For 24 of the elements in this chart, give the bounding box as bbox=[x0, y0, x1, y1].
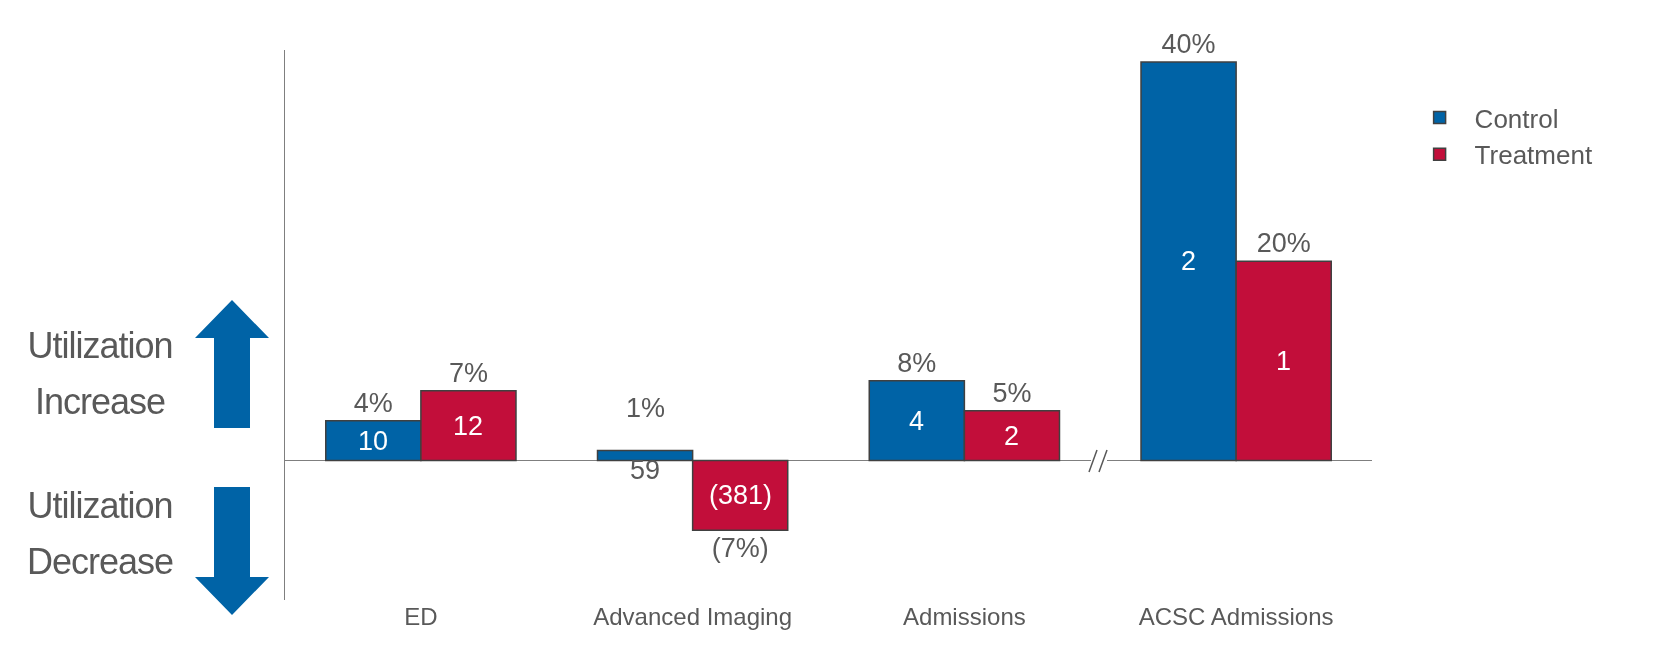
data-label: 5% bbox=[992, 377, 1032, 408]
data-label: 1% bbox=[626, 393, 666, 423]
annotation: 12 bbox=[453, 411, 484, 441]
annotation: 2 bbox=[1004, 421, 1020, 451]
data-label: 20% bbox=[1256, 228, 1311, 259]
x-tick-label: ACSC Admissions bbox=[1138, 603, 1334, 630]
annotation: 1 bbox=[1276, 346, 1292, 376]
annotation: 2 bbox=[1181, 246, 1197, 276]
legend-label: Treatment bbox=[1474, 140, 1593, 171]
annotation: (381) bbox=[709, 480, 773, 510]
x-tick-label: Advanced Imaging bbox=[593, 603, 793, 630]
annotation: 59 bbox=[630, 455, 661, 485]
legend-label: Control bbox=[1474, 103, 1559, 134]
data-label: 40% bbox=[1161, 28, 1216, 59]
data-label: (7%) bbox=[711, 533, 769, 564]
x-tick-label: Admissions bbox=[903, 603, 1026, 630]
annotation: 10 bbox=[358, 426, 389, 456]
data-label: 7% bbox=[448, 357, 488, 388]
text: Utilization Increase bbox=[26, 324, 174, 424]
x-tick-label: ED bbox=[404, 603, 438, 630]
data-label: 4% bbox=[353, 387, 393, 418]
data-label: 8% bbox=[897, 347, 937, 378]
annotation: 4 bbox=[909, 406, 925, 436]
text: Utilization Decrease bbox=[25, 484, 175, 584]
